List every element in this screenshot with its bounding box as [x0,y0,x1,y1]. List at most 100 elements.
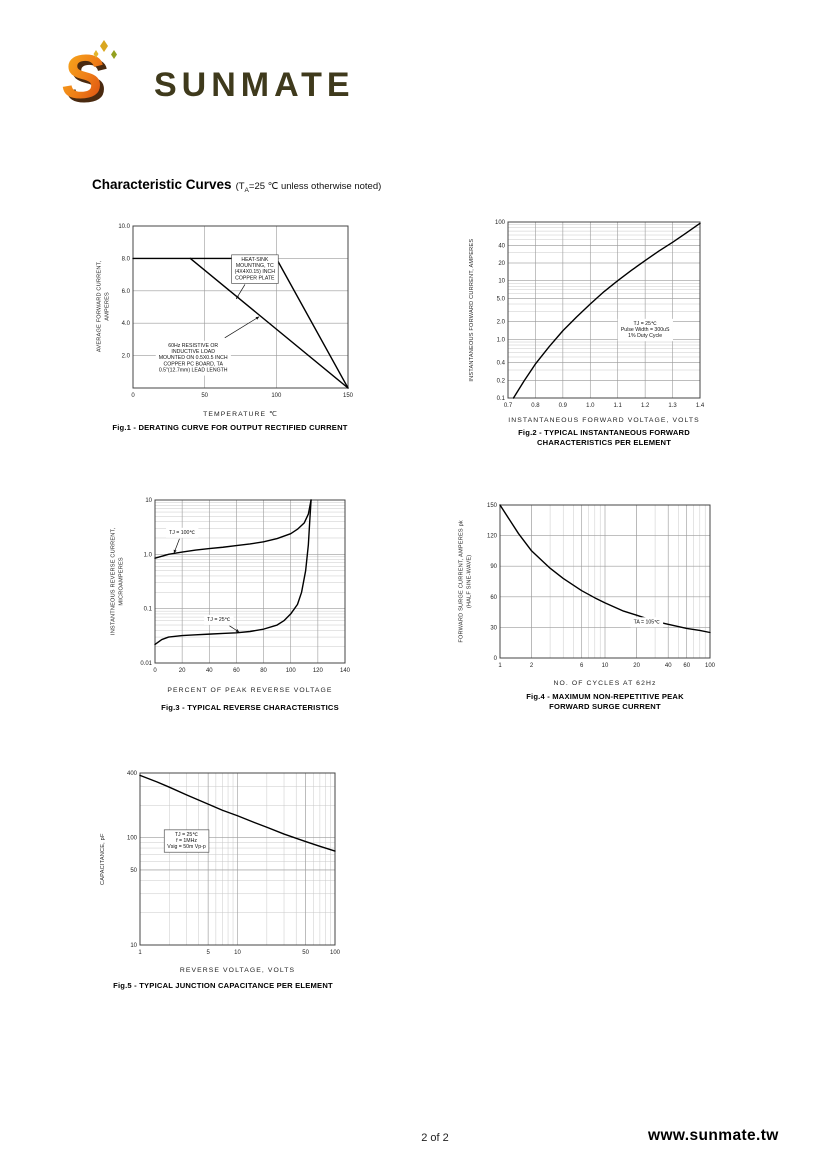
svg-text:TA = 105℃: TA = 105℃ [634,619,661,625]
fig5-x-axis-label: REVERSE VOLTAGE, VOLTS [179,967,296,974]
brand-wordmark: SUNMATE [154,66,355,104]
fig1-caption: Fig.1 - DERATING CURVE FOR OUTPUT RECTIF… [112,423,348,432]
plot-border [499,504,711,659]
svg-text:10: 10 [234,950,241,956]
svg-text:0.1: 0.1 [144,607,153,613]
svg-text:6: 6 [580,663,584,669]
svg-text:1.0: 1.0 [144,552,153,558]
plot-border [154,499,346,664]
svg-text:10.0: 10.0 [118,224,130,230]
svg-text:100: 100 [330,950,341,956]
svg-text:50: 50 [201,393,208,399]
fig2-plot: 0.7 0.8 0.9 1.0 1.1 1.2 1.3 1.4 0.1 0.2 0.4 1.0 2.0 5… [495,220,705,409]
svg-text:0.4: 0.4 [497,361,506,367]
svg-text:90: 90 [490,564,497,570]
sparkle-icon [93,50,99,58]
svg-text:60: 60 [683,663,690,669]
svg-text:20: 20 [498,261,505,267]
svg-text:TJ = 100℃: TJ = 100℃ [169,530,195,536]
svg-text:150: 150 [343,393,354,399]
svg-text:10: 10 [602,663,609,669]
section-title: Characteristic Curves (TA=25 ℃ unless oth… [92,176,381,194]
svg-text:TJ = 25℃: TJ = 25℃ [207,617,230,623]
svg-text:60: 60 [490,595,497,601]
page-header: S S SUNMATE [52,36,372,120]
svg-text:1.4: 1.4 [696,403,705,409]
svg-text:2: 2 [530,663,534,669]
svg-text:5: 5 [206,950,210,956]
svg-text:100: 100 [127,836,138,842]
page-number: 2 of 2 [421,1132,449,1144]
plot-border [139,772,336,946]
svg-text:0.9: 0.9 [559,403,568,409]
svg-text:30: 30 [490,625,497,631]
svg-text:100: 100 [271,393,282,399]
curve-surge-current [499,504,711,634]
title-note-sub: A [244,186,249,194]
svg-text:2.0: 2.0 [497,320,506,326]
figure-5: CAPACITANCE, pF 1 5 10 50 100 10 50 100 400 TJ = … [95,767,350,999]
svg-text:0: 0 [153,668,157,674]
tick-labels: 1 5 10 50 100 10 50 100 400 [127,771,341,956]
annotation: TJ = 25℃ [204,614,240,633]
svg-text:1.1: 1.1 [614,403,623,409]
annotation: TJ = 25℃ f = 1MHz Vsig = 50m Vp-p [163,829,210,853]
figure-1: AVERAGE FORWARD CURRENT, AMPERES 0 50 100 1… [90,220,370,436]
fig5-caption: Fig.5 - TYPICAL JUNCTION CAPACITANCE PER… [113,981,333,990]
svg-text:0.7: 0.7 [504,403,513,409]
fig4-x-axis-label: NO. OF CYCLES AT 62Hz [553,680,657,687]
grid [499,504,711,659]
svg-text:6.0: 6.0 [122,289,131,295]
annotation: HEAT-SINK MOUNTING, TC (4X4X0.15) INCH COPP… [231,254,279,300]
title-note-pre: (T [235,181,245,192]
svg-text:50: 50 [302,950,309,956]
svg-text:4.0: 4.0 [122,321,131,327]
svg-text:40: 40 [498,243,505,249]
series [512,222,701,399]
fig1-x-axis-label: TEMPERATURE ℃ [203,411,278,418]
title-note-post: =25 ℃ unless otherwise noted) [248,181,382,192]
svg-text:0.1: 0.1 [497,396,506,402]
annotation: TJ = 100℃ [166,527,199,554]
svg-text:2.0: 2.0 [122,354,131,360]
website-url: www.sunmate.tw [648,1127,779,1144]
svg-text:10: 10 [498,279,505,285]
svg-text:1: 1 [138,950,142,956]
svg-text:1.3: 1.3 [668,403,677,409]
fig4-plot: 1 2 6 10 20 40 60 100 0 30 60 90 120 150 TA = 105℃ [487,503,716,669]
svg-text:120: 120 [487,534,498,540]
tick-labels: 0.7 0.8 0.9 1.0 1.1 1.2 1.3 1.4 0.1 0.2 0.4 1.0 2.0 5… [495,220,705,409]
fig2-x-axis-label: INSTANTANEOUS FORWARD VOLTAGE, VOLTS [508,417,700,424]
svg-text:0.2: 0.2 [497,378,506,384]
svg-text:140: 140 [340,668,351,674]
fig3-x-axis-label: PERCENT OF PEAK REVERSE VOLTAGE [167,687,333,694]
svg-text:20: 20 [179,668,186,674]
annotation: TA = 105℃ [630,617,664,628]
figure-3: INSTANTNEOUS REVERSE CURRENT, MICROAMPER… [110,494,360,720]
tick-labels: 0 50 100 150 2.0 4.0 6.0 8.0 10.0 [118,224,353,399]
svg-text:0: 0 [494,656,498,662]
svg-text:60: 60 [233,668,240,674]
svg-text:120: 120 [313,668,324,674]
grid [139,772,336,946]
grid [154,499,346,664]
sparkle-icon [100,40,108,52]
svg-text:8.0: 8.0 [122,256,131,262]
fig1-plot: 0 50 100 150 2.0 4.0 6.0 8.0 10.0 HEAT-SINK MOUNTI… [118,224,353,399]
fig3-caption: Fig.3 - TYPICAL REVERSE CHARACTERISTICS [161,703,339,712]
annotation: 60Hz RESISTIVE OR INDUCTIVE LOAD MOUNTED O… [155,316,260,376]
figure-4: FORWARD SURGE CURRENT, AMPERES pk (HALF … [455,499,723,719]
curve-tj-100c [154,499,312,559]
section-title-note: (TA=25 ℃ unless otherwise noted) [235,181,382,194]
section-title-text: Characteristic Curves [92,177,232,192]
svg-text:1.0: 1.0 [497,337,506,343]
figure-2: INSTANTANEOUS FORWARD CURRENT, AMPERES 0… [462,216,746,448]
tick-labels: 0 20 40 60 80 100 120 140 0.01 0.1 1.0 10 [140,498,350,674]
grid [507,221,701,399]
svg-text:80: 80 [260,668,267,674]
